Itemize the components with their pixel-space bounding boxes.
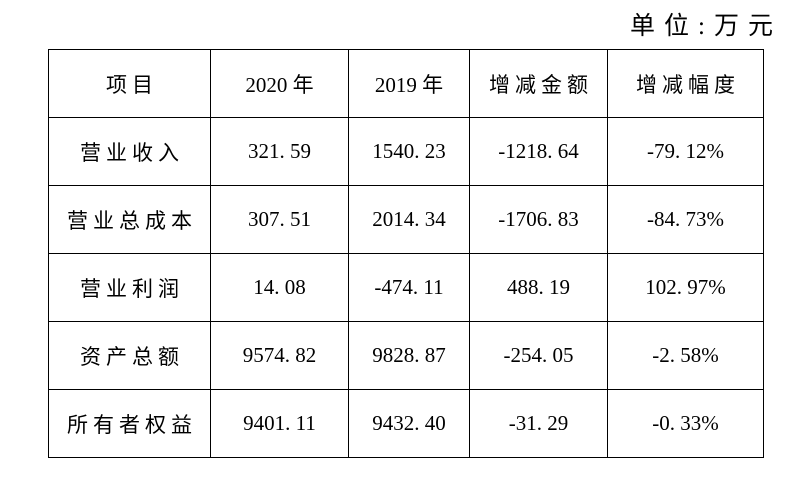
table-row: 营业收入 321. 59 1540. 23 -1218. 64 -79. 12% <box>48 117 764 186</box>
cell-change-amount: -1218. 64 <box>469 117 608 186</box>
header-cell-change-amount: 增减金额 <box>469 49 608 118</box>
cell-2019-value: 9432. 40 <box>348 389 470 458</box>
cell-2019-value: -474. 11 <box>348 253 470 322</box>
financial-comparison-table: 项目 2020 年 2019 年 增减金额 增减幅度 营业收入 321. 59 … <box>48 49 764 458</box>
cell-2019-value: 1540. 23 <box>348 117 470 186</box>
table-row: 营业利润 14. 08 -474. 11 488. 19 102. 97% <box>48 253 764 322</box>
cell-change-rate: -0. 33% <box>607 389 764 458</box>
cell-2020-value: 307. 51 <box>210 185 349 254</box>
cell-2020-value: 14. 08 <box>210 253 349 322</box>
table-row: 营业总成本 307. 51 2014. 34 -1706. 83 -84. 73… <box>48 185 764 254</box>
cell-2019-value: 9828. 87 <box>348 321 470 390</box>
cell-change-amount: -31. 29 <box>469 389 608 458</box>
cell-change-rate: -2. 58% <box>607 321 764 390</box>
cell-change-rate: -84. 73% <box>607 185 764 254</box>
header-cell-year-2020: 2020 年 <box>210 49 349 118</box>
row-label: 营业收入 <box>48 117 211 186</box>
cell-change-rate: 102. 97% <box>607 253 764 322</box>
table-row: 所有者权益 9401. 11 9432. 40 -31. 29 -0. 33% <box>48 389 764 458</box>
cell-change-amount: -1706. 83 <box>469 185 608 254</box>
cell-change-amount: -254. 05 <box>469 321 608 390</box>
cell-change-rate: -79. 12% <box>607 117 764 186</box>
header-cell-item: 项目 <box>48 49 211 118</box>
row-label: 营业利润 <box>48 253 211 322</box>
header-cell-year-2019: 2019 年 <box>348 49 470 118</box>
row-label: 营业总成本 <box>48 185 211 254</box>
unit-label: 单位:万元 <box>630 13 782 40</box>
cell-2020-value: 9401. 11 <box>210 389 349 458</box>
header-cell-change-rate: 增减幅度 <box>607 49 764 118</box>
cell-2019-value: 2014. 34 <box>348 185 470 254</box>
row-label: 资产总额 <box>48 321 211 390</box>
header-row: 项目 2020 年 2019 年 增减金额 增减幅度 <box>48 49 764 118</box>
cell-2020-value: 321. 59 <box>210 117 349 186</box>
cell-2020-value: 9574. 82 <box>210 321 349 390</box>
cell-change-amount: 488. 19 <box>469 253 608 322</box>
row-label: 所有者权益 <box>48 389 211 458</box>
table-row: 资产总额 9574. 82 9828. 87 -254. 05 -2. 58% <box>48 321 764 390</box>
